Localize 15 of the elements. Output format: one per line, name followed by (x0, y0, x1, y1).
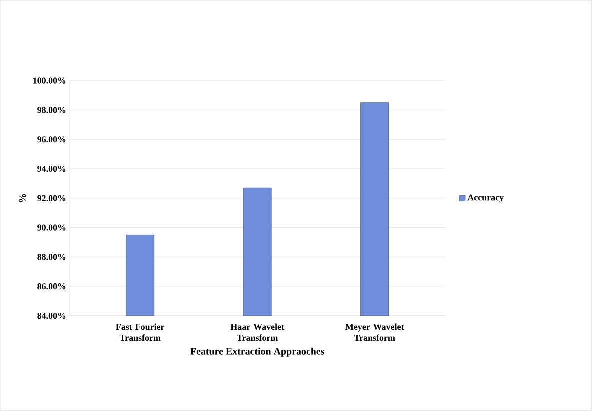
y-tick-label: 98.00% (38, 107, 66, 114)
y-tick-label: 86.00% (38, 284, 66, 290)
y-tick-label: 100.00% (34, 78, 66, 84)
y-tick-label: 90.00% (38, 224, 66, 231)
x-axis-title: Feature Extraction Appraoches (190, 348, 324, 357)
y-tick-label: 88.00% (38, 254, 66, 260)
y-tick-label: 84.00% (38, 312, 66, 320)
x-tick-label: Fast Fourier Transform (116, 324, 165, 342)
y-tick-label: 96.00% (38, 136, 66, 143)
y-tick-label: 92.00% (38, 195, 66, 202)
x-tick-label: Haar Wavelet Transform (230, 324, 284, 342)
y-axis-title: % (19, 194, 26, 202)
x-tick-label: Meyer Wavelet Transform (346, 324, 404, 342)
legend-label: Accuracy (468, 194, 504, 203)
y-tick-label: 94.00% (38, 166, 66, 172)
